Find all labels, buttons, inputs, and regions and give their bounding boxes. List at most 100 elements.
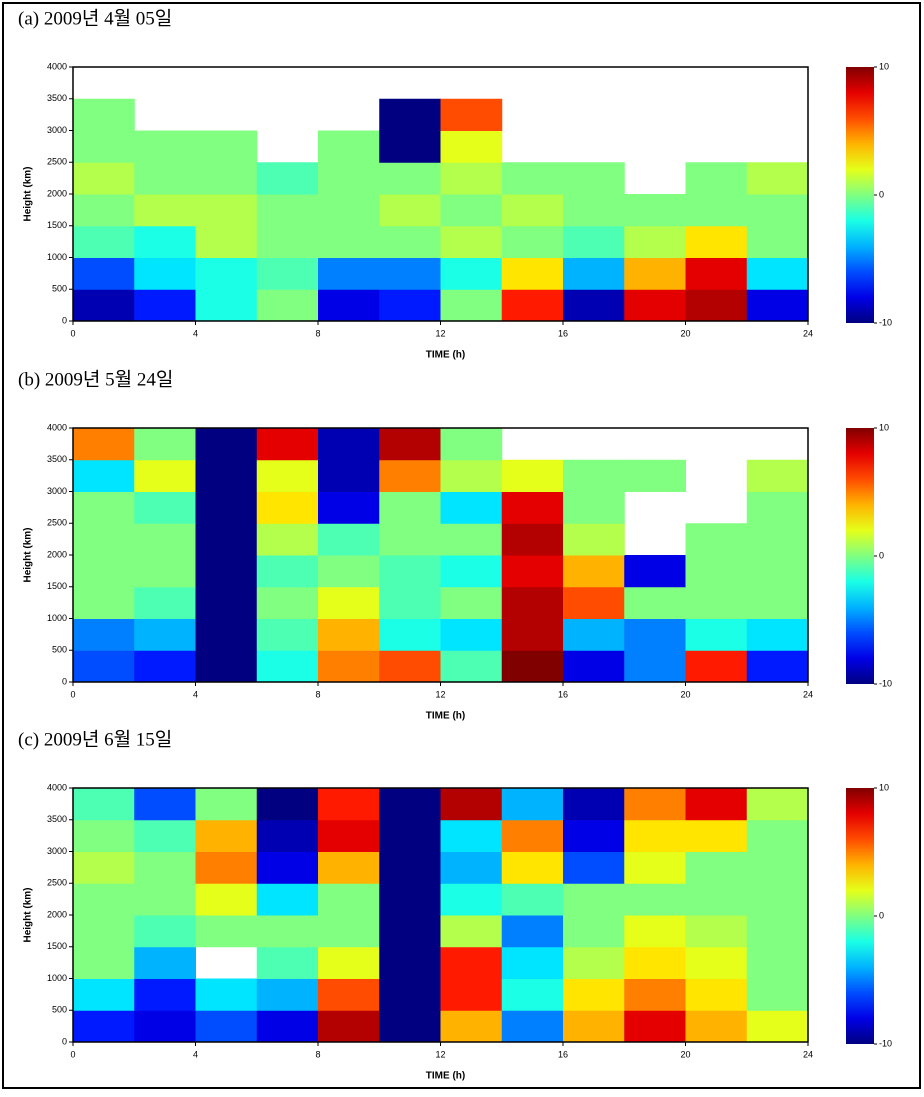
- y-axis-label: Height (km): [23, 528, 34, 583]
- heat-cell: [73, 618, 135, 651]
- heat-cell: [195, 289, 258, 322]
- heat-cell: [195, 883, 258, 916]
- heat-cell: [195, 650, 258, 683]
- heat-cell: [134, 586, 196, 619]
- heat-cell: [624, 194, 686, 227]
- heat-cell: [440, 130, 503, 163]
- heat-cell: [73, 915, 135, 948]
- heat-cell: [440, 788, 503, 821]
- heat-cell: [379, 788, 441, 821]
- heat-cell: [440, 915, 503, 948]
- heat-cell: [195, 428, 258, 461]
- heat-cell: [256, 523, 319, 556]
- heat-cell: [440, 459, 503, 492]
- heat-cell: [134, 257, 196, 290]
- y-tick-label: 1000: [47, 973, 67, 983]
- heat-cell: [685, 788, 748, 821]
- heat-cell: [624, 851, 686, 884]
- heat-cell: [379, 130, 441, 163]
- heat-cell: [256, 289, 319, 322]
- heat-cell: [318, 225, 380, 258]
- x-tick-label: 12: [435, 689, 445, 699]
- heat-cell: [501, 289, 564, 322]
- heat-cell: [685, 586, 748, 619]
- heat-cell: [318, 946, 380, 979]
- heat-cell: [746, 946, 809, 979]
- heat-cell: [440, 1010, 503, 1043]
- heat-cell: [563, 257, 625, 290]
- heat-cell: [256, 946, 319, 979]
- heat-cell: [563, 819, 625, 852]
- heat-cell: [624, 650, 686, 683]
- y-tick-label: 1000: [47, 613, 67, 623]
- x-tick-label: 16: [558, 689, 568, 699]
- y-tick-label: 1500: [47, 220, 67, 230]
- heat-cell: [73, 523, 135, 556]
- heat-cell: [501, 523, 564, 556]
- y-tick-label: 1500: [47, 581, 67, 591]
- heat-cell: [73, 788, 135, 821]
- heat-cell: [563, 555, 625, 588]
- heat-cell: [440, 257, 503, 290]
- x-tick-label: 8: [315, 689, 320, 699]
- y-tick-label: 0: [62, 676, 67, 686]
- heat-cell: [256, 618, 319, 651]
- heat-cell: [563, 289, 625, 322]
- heat-cell: [440, 289, 503, 322]
- heat-cell: [501, 915, 564, 948]
- heat-cell: [563, 946, 625, 979]
- heat-cell: [134, 650, 196, 683]
- heat-cell: [134, 915, 196, 948]
- panel-title: (b) 2009년 5월 24일: [18, 368, 173, 390]
- heat-cell: [501, 194, 564, 227]
- x-tick-label: 12: [435, 1049, 445, 1059]
- y-tick-label: 3000: [47, 125, 67, 135]
- heat-cell: [73, 883, 135, 916]
- heat-cell: [746, 523, 809, 556]
- heat-cell: [134, 523, 196, 556]
- heat-cell: [134, 555, 196, 588]
- heat-cell: [195, 555, 258, 588]
- heat-cell: [685, 555, 748, 588]
- heat-cell: [501, 555, 564, 588]
- heat-cell: [195, 162, 258, 195]
- heat-cell: [256, 819, 319, 852]
- y-tick-label: 2000: [47, 909, 67, 919]
- heat-cell: [746, 788, 809, 821]
- y-tick-label: 0: [62, 315, 67, 325]
- heat-cell: [685, 915, 748, 948]
- heat-cell: [563, 523, 625, 556]
- heat-cell: [501, 978, 564, 1011]
- heat-cell: [134, 851, 196, 884]
- heat-cell: [318, 650, 380, 683]
- colorbar: [846, 788, 874, 1044]
- heat-cell: [563, 162, 625, 195]
- heat-cell: [563, 225, 625, 258]
- heat-cell: [134, 946, 196, 979]
- heat-cell: [318, 555, 380, 588]
- heat-cell: [318, 819, 380, 852]
- x-tick-label: 20: [680, 1049, 690, 1059]
- heat-cell: [318, 194, 380, 227]
- heat-cell: [563, 491, 625, 524]
- heat-cell: [624, 257, 686, 290]
- x-axis-label: TIME (h): [426, 350, 465, 361]
- heat-cell: [501, 459, 564, 492]
- heat-cell: [685, 819, 748, 852]
- heat-cell: [440, 194, 503, 227]
- heat-cell: [134, 1010, 196, 1043]
- x-tick-label: 8: [315, 1049, 320, 1059]
- y-tick-label: 4000: [47, 782, 67, 792]
- heat-cell: [624, 618, 686, 651]
- colorbar-tick-label: 0: [879, 550, 884, 560]
- y-tick-label: 500: [52, 645, 67, 655]
- heat-cell: [501, 819, 564, 852]
- x-tick-label: 24: [803, 689, 813, 699]
- colorbar-tick-label: 10: [879, 782, 889, 792]
- heat-cell: [501, 788, 564, 821]
- heat-cell: [440, 555, 503, 588]
- heat-cell: [440, 98, 503, 131]
- heat-cell: [318, 915, 380, 948]
- heat-cell: [134, 883, 196, 916]
- heat-cell: [624, 883, 686, 916]
